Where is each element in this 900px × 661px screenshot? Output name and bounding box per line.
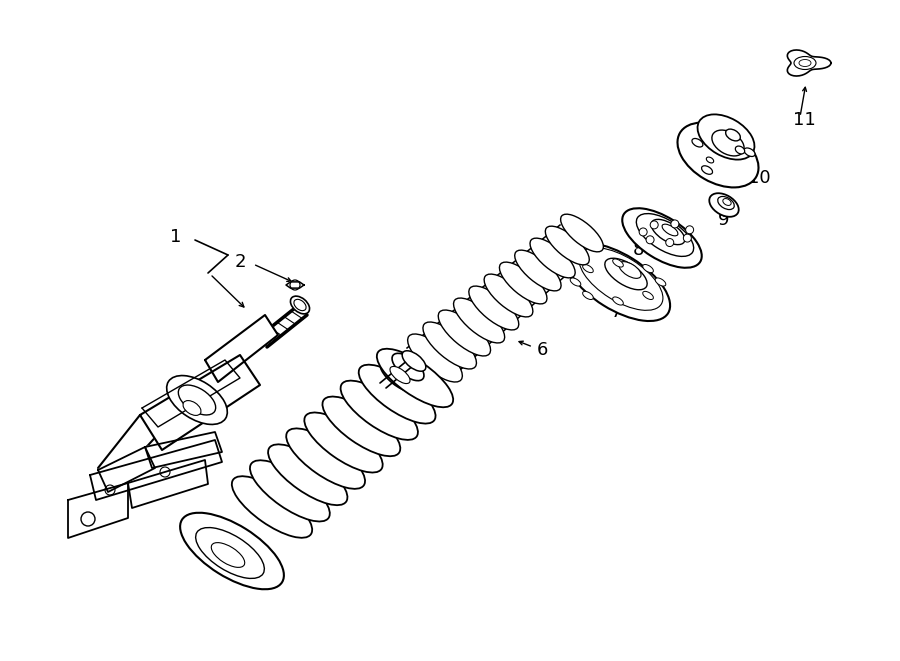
- Ellipse shape: [454, 298, 505, 343]
- Ellipse shape: [392, 354, 424, 381]
- Ellipse shape: [735, 146, 744, 154]
- Text: 2: 2: [235, 253, 247, 271]
- Circle shape: [639, 228, 647, 236]
- Text: 4: 4: [317, 473, 328, 491]
- Ellipse shape: [484, 274, 533, 317]
- Polygon shape: [90, 440, 222, 500]
- Ellipse shape: [377, 349, 454, 407]
- Ellipse shape: [698, 114, 754, 159]
- Ellipse shape: [566, 243, 670, 321]
- Polygon shape: [205, 315, 278, 382]
- Ellipse shape: [744, 148, 755, 157]
- Text: 6: 6: [537, 341, 548, 359]
- Ellipse shape: [286, 428, 365, 489]
- Ellipse shape: [622, 208, 702, 268]
- Polygon shape: [145, 432, 222, 468]
- Ellipse shape: [423, 322, 476, 369]
- Ellipse shape: [438, 310, 491, 356]
- Polygon shape: [98, 447, 155, 492]
- Ellipse shape: [582, 264, 593, 272]
- Ellipse shape: [250, 460, 329, 522]
- Text: 10: 10: [748, 169, 770, 187]
- Ellipse shape: [571, 278, 580, 286]
- Ellipse shape: [702, 166, 713, 175]
- Ellipse shape: [469, 286, 518, 330]
- Text: 9: 9: [718, 211, 730, 229]
- Ellipse shape: [380, 358, 420, 392]
- Ellipse shape: [530, 238, 575, 278]
- Ellipse shape: [636, 214, 694, 256]
- Ellipse shape: [725, 129, 741, 141]
- Circle shape: [650, 221, 658, 229]
- Polygon shape: [128, 460, 208, 508]
- Ellipse shape: [304, 412, 382, 473]
- Ellipse shape: [655, 278, 666, 286]
- Ellipse shape: [359, 365, 436, 424]
- Text: 7: 7: [610, 303, 622, 321]
- Ellipse shape: [613, 297, 624, 305]
- Text: 8: 8: [633, 241, 644, 259]
- Polygon shape: [142, 360, 240, 427]
- Ellipse shape: [408, 334, 463, 382]
- Ellipse shape: [390, 366, 410, 383]
- Ellipse shape: [291, 296, 310, 314]
- Ellipse shape: [678, 122, 759, 188]
- Ellipse shape: [579, 248, 663, 310]
- Polygon shape: [788, 50, 831, 76]
- Ellipse shape: [799, 59, 811, 67]
- Ellipse shape: [706, 157, 714, 163]
- Ellipse shape: [643, 264, 653, 272]
- Ellipse shape: [794, 56, 816, 69]
- Ellipse shape: [692, 138, 703, 147]
- Ellipse shape: [340, 381, 418, 440]
- Polygon shape: [140, 355, 260, 450]
- Ellipse shape: [652, 219, 685, 245]
- Ellipse shape: [717, 196, 734, 210]
- Ellipse shape: [723, 198, 731, 206]
- Ellipse shape: [613, 259, 624, 267]
- Ellipse shape: [183, 401, 201, 415]
- Ellipse shape: [515, 250, 561, 291]
- Ellipse shape: [178, 385, 216, 415]
- Text: 5: 5: [385, 386, 397, 404]
- Polygon shape: [286, 282, 304, 288]
- Ellipse shape: [605, 258, 647, 290]
- Ellipse shape: [322, 397, 400, 456]
- Ellipse shape: [662, 224, 678, 236]
- Ellipse shape: [294, 299, 306, 311]
- Ellipse shape: [195, 527, 265, 578]
- Ellipse shape: [545, 226, 590, 265]
- Ellipse shape: [619, 262, 641, 278]
- Ellipse shape: [582, 292, 593, 299]
- Ellipse shape: [232, 476, 312, 538]
- Ellipse shape: [709, 193, 739, 217]
- Circle shape: [670, 220, 679, 228]
- Ellipse shape: [643, 292, 653, 299]
- Circle shape: [686, 226, 694, 234]
- Text: 1: 1: [170, 228, 182, 246]
- Ellipse shape: [180, 513, 284, 589]
- Text: 11: 11: [793, 111, 815, 129]
- Ellipse shape: [166, 375, 228, 424]
- Ellipse shape: [268, 444, 347, 505]
- Ellipse shape: [712, 130, 744, 156]
- Circle shape: [646, 236, 654, 244]
- Circle shape: [666, 239, 674, 247]
- Text: 3: 3: [220, 561, 231, 579]
- Ellipse shape: [402, 351, 426, 371]
- Polygon shape: [68, 483, 128, 538]
- Ellipse shape: [212, 543, 245, 567]
- Ellipse shape: [500, 262, 547, 304]
- Circle shape: [683, 234, 691, 242]
- Ellipse shape: [561, 214, 603, 252]
